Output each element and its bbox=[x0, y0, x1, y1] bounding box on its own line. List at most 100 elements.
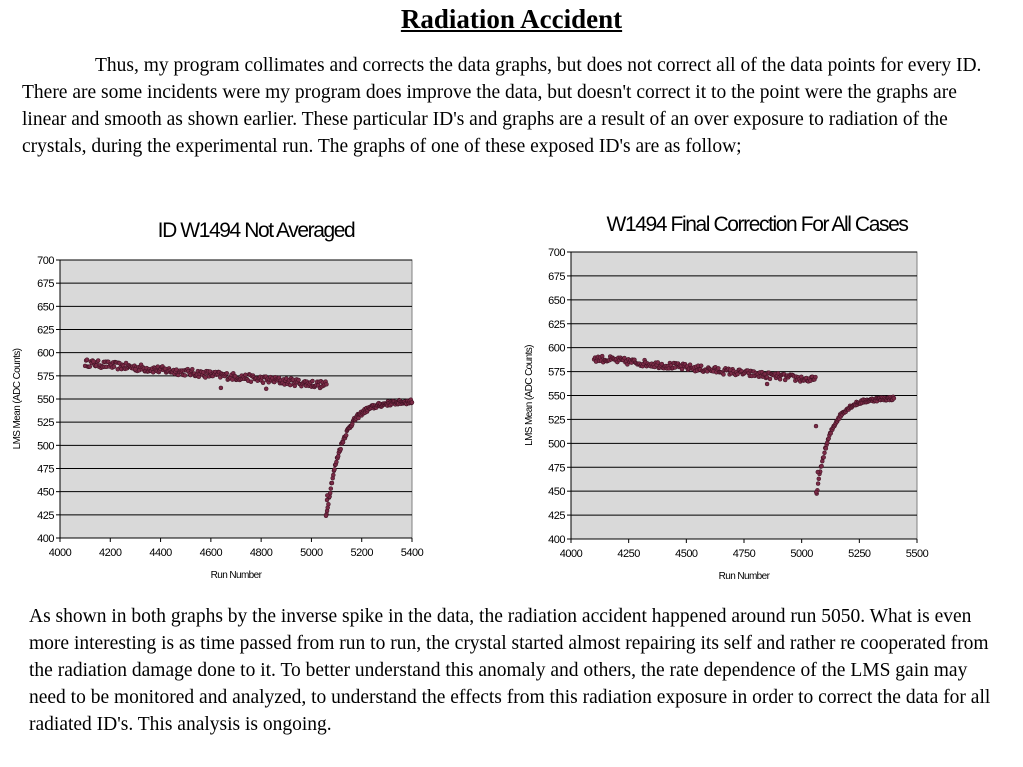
data-point bbox=[182, 373, 188, 378]
data-point bbox=[409, 400, 415, 405]
data-point bbox=[323, 513, 329, 519]
y-tick-label: 450 bbox=[548, 486, 565, 498]
y-tick-label: 675 bbox=[548, 271, 565, 283]
data-point bbox=[622, 355, 627, 361]
data-point bbox=[230, 377, 235, 382]
y-tick-label: 475 bbox=[548, 462, 565, 474]
x-tick-label: 4250 bbox=[617, 548, 640, 560]
chart-title: W1494 Final Correction For All Cases bbox=[607, 213, 909, 236]
y-tick-label: 500 bbox=[37, 440, 54, 452]
y-axis-title: LMS Mean (ADC Counts) bbox=[12, 348, 23, 449]
x-tick-label: 5400 bbox=[401, 547, 424, 559]
y-tick-label: 600 bbox=[37, 348, 54, 360]
data-point bbox=[224, 371, 230, 376]
y-tick-label: 575 bbox=[37, 371, 54, 383]
data-points bbox=[82, 357, 415, 519]
y-tick-label: 625 bbox=[37, 325, 54, 337]
data-point bbox=[735, 371, 740, 377]
data-point bbox=[721, 372, 726, 377]
y-tick-label: 550 bbox=[548, 391, 565, 403]
data-point bbox=[823, 446, 829, 451]
y-axis-title: LMS Mean (ADC Counts) bbox=[524, 345, 535, 446]
data-point bbox=[87, 364, 93, 369]
x-tick-label: 5000 bbox=[300, 547, 323, 559]
data-point bbox=[716, 366, 721, 371]
data-point bbox=[338, 446, 343, 452]
data-point bbox=[777, 377, 783, 382]
x-tick-label: 4750 bbox=[733, 548, 756, 560]
y-tick-label: 575 bbox=[548, 367, 565, 379]
data-point bbox=[329, 480, 335, 486]
chart-title: ID W1494 Not Averaged bbox=[158, 219, 355, 242]
data-point bbox=[764, 381, 770, 387]
data-point bbox=[815, 469, 821, 475]
data-point bbox=[813, 489, 819, 495]
y-tick-label: 425 bbox=[548, 510, 565, 522]
y-tick-label: 425 bbox=[37, 510, 54, 522]
data-point bbox=[891, 396, 897, 401]
data-point bbox=[111, 364, 117, 369]
x-tick-label: 5000 bbox=[790, 548, 813, 560]
data-point bbox=[815, 481, 821, 486]
data-point bbox=[287, 382, 293, 388]
data-point bbox=[727, 367, 733, 372]
data-point bbox=[95, 358, 101, 363]
x-tick-label: 4400 bbox=[149, 547, 172, 559]
data-points bbox=[591, 353, 897, 496]
x-tick-label: 5250 bbox=[848, 548, 871, 560]
data-point bbox=[813, 374, 818, 380]
data-point bbox=[822, 450, 827, 456]
data-point bbox=[819, 463, 824, 469]
data-point bbox=[218, 385, 224, 391]
y-tick-label: 400 bbox=[548, 534, 565, 546]
data-point bbox=[324, 497, 330, 503]
data-point bbox=[243, 372, 248, 378]
y-tick-label: 475 bbox=[37, 464, 54, 476]
y-tick-label: 525 bbox=[548, 414, 565, 426]
data-point bbox=[332, 467, 337, 472]
x-tick-label: 4000 bbox=[560, 548, 583, 560]
data-point bbox=[775, 370, 781, 376]
x-tick-label: 4200 bbox=[99, 547, 122, 559]
x-axis-title: Run Number bbox=[211, 570, 263, 581]
x-tick-label: 4000 bbox=[49, 547, 72, 559]
y-tick-label: 650 bbox=[37, 301, 54, 313]
y-tick-label: 450 bbox=[37, 487, 54, 499]
data-point bbox=[698, 363, 704, 368]
data-point bbox=[133, 367, 138, 372]
data-point bbox=[679, 366, 685, 372]
conclusion-paragraph: As shown in both graphs by the inverse s… bbox=[29, 606, 991, 735]
data-point bbox=[310, 378, 315, 384]
data-point bbox=[655, 360, 661, 365]
data-point bbox=[248, 379, 254, 384]
intro-paragraph: Thus, my program collimates and corrects… bbox=[22, 55, 982, 157]
page-title: Radiation Accident bbox=[400, 4, 623, 34]
data-point bbox=[767, 376, 773, 382]
data-point bbox=[324, 382, 329, 387]
x-tick-label: 4500 bbox=[675, 548, 698, 560]
y-tick-label: 650 bbox=[548, 295, 565, 307]
data-point bbox=[84, 357, 90, 362]
x-tick-label: 5500 bbox=[906, 548, 929, 560]
x-tick-label: 5200 bbox=[350, 547, 373, 559]
data-point bbox=[327, 490, 333, 496]
data-point bbox=[260, 380, 266, 386]
y-tick-label: 525 bbox=[37, 417, 54, 429]
y-tick-label: 550 bbox=[37, 394, 54, 406]
data-point bbox=[190, 366, 195, 372]
x-axis-title: Run Number bbox=[719, 571, 771, 582]
x-tick-label: 4800 bbox=[250, 547, 273, 559]
y-tick-label: 600 bbox=[548, 343, 565, 355]
y-tick-label: 400 bbox=[37, 533, 54, 545]
chart-final-correction: W1494 Final Correction For All Cases 400 4… bbox=[524, 213, 929, 582]
data-point bbox=[331, 472, 336, 478]
data-point bbox=[325, 493, 330, 498]
data-point bbox=[599, 353, 605, 359]
data-point bbox=[821, 455, 826, 460]
y-tick-label: 675 bbox=[37, 278, 54, 290]
data-point bbox=[263, 386, 269, 392]
data-point bbox=[816, 476, 822, 482]
data-point bbox=[813, 423, 819, 429]
data-point bbox=[343, 433, 349, 438]
data-point bbox=[328, 486, 334, 491]
